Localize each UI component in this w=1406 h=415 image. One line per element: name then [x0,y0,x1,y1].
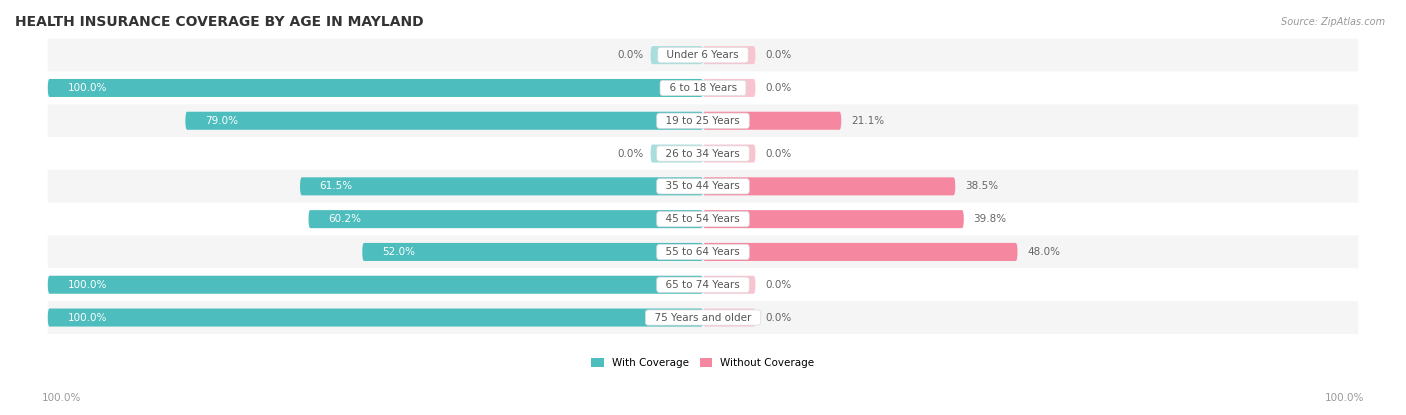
FancyBboxPatch shape [48,269,1358,301]
Text: 0.0%: 0.0% [765,312,792,322]
Text: 65 to 74 Years: 65 to 74 Years [659,280,747,290]
Text: 75 Years and older: 75 Years and older [648,312,758,322]
Text: Under 6 Years: Under 6 Years [661,50,745,60]
Text: 6 to 18 Years: 6 to 18 Years [662,83,744,93]
Text: 61.5%: 61.5% [319,181,353,191]
FancyBboxPatch shape [703,276,755,294]
Text: 0.0%: 0.0% [765,280,792,290]
Text: 0.0%: 0.0% [617,50,644,60]
Text: 21.1%: 21.1% [851,116,884,126]
FancyBboxPatch shape [299,177,703,195]
Text: HEALTH INSURANCE COVERAGE BY AGE IN MAYLAND: HEALTH INSURANCE COVERAGE BY AGE IN MAYL… [15,15,423,29]
FancyBboxPatch shape [48,39,1358,71]
FancyBboxPatch shape [703,243,1018,261]
FancyBboxPatch shape [48,276,703,294]
FancyBboxPatch shape [48,236,1358,269]
Legend: With Coverage, Without Coverage: With Coverage, Without Coverage [588,354,818,372]
FancyBboxPatch shape [651,144,703,163]
Text: 100.0%: 100.0% [67,312,107,322]
FancyBboxPatch shape [48,203,1358,236]
FancyBboxPatch shape [703,112,841,130]
FancyBboxPatch shape [703,308,755,327]
Text: 100.0%: 100.0% [1324,393,1364,403]
Text: 0.0%: 0.0% [765,83,792,93]
Text: 39.8%: 39.8% [973,214,1007,224]
Text: 60.2%: 60.2% [328,214,361,224]
FancyBboxPatch shape [703,79,755,97]
FancyBboxPatch shape [651,46,703,64]
FancyBboxPatch shape [186,112,703,130]
FancyBboxPatch shape [48,79,703,97]
FancyBboxPatch shape [48,301,1358,334]
FancyBboxPatch shape [363,243,703,261]
Text: 100.0%: 100.0% [67,280,107,290]
Text: 55 to 64 Years: 55 to 64 Years [659,247,747,257]
Text: Source: ZipAtlas.com: Source: ZipAtlas.com [1281,17,1385,27]
Text: 100.0%: 100.0% [42,393,82,403]
FancyBboxPatch shape [48,308,703,327]
FancyBboxPatch shape [48,137,1358,170]
FancyBboxPatch shape [703,144,755,163]
FancyBboxPatch shape [48,71,1358,104]
Text: 0.0%: 0.0% [765,149,792,159]
Text: 0.0%: 0.0% [617,149,644,159]
Text: 48.0%: 48.0% [1028,247,1060,257]
Text: 19 to 25 Years: 19 to 25 Years [659,116,747,126]
Text: 52.0%: 52.0% [382,247,415,257]
Text: 0.0%: 0.0% [765,50,792,60]
Text: 79.0%: 79.0% [205,116,238,126]
FancyBboxPatch shape [703,177,955,195]
FancyBboxPatch shape [308,210,703,228]
FancyBboxPatch shape [48,170,1358,203]
FancyBboxPatch shape [703,210,963,228]
Text: 38.5%: 38.5% [965,181,998,191]
FancyBboxPatch shape [48,104,1358,137]
Text: 26 to 34 Years: 26 to 34 Years [659,149,747,159]
FancyBboxPatch shape [703,46,755,64]
Text: 45 to 54 Years: 45 to 54 Years [659,214,747,224]
Text: 35 to 44 Years: 35 to 44 Years [659,181,747,191]
Text: 100.0%: 100.0% [67,83,107,93]
